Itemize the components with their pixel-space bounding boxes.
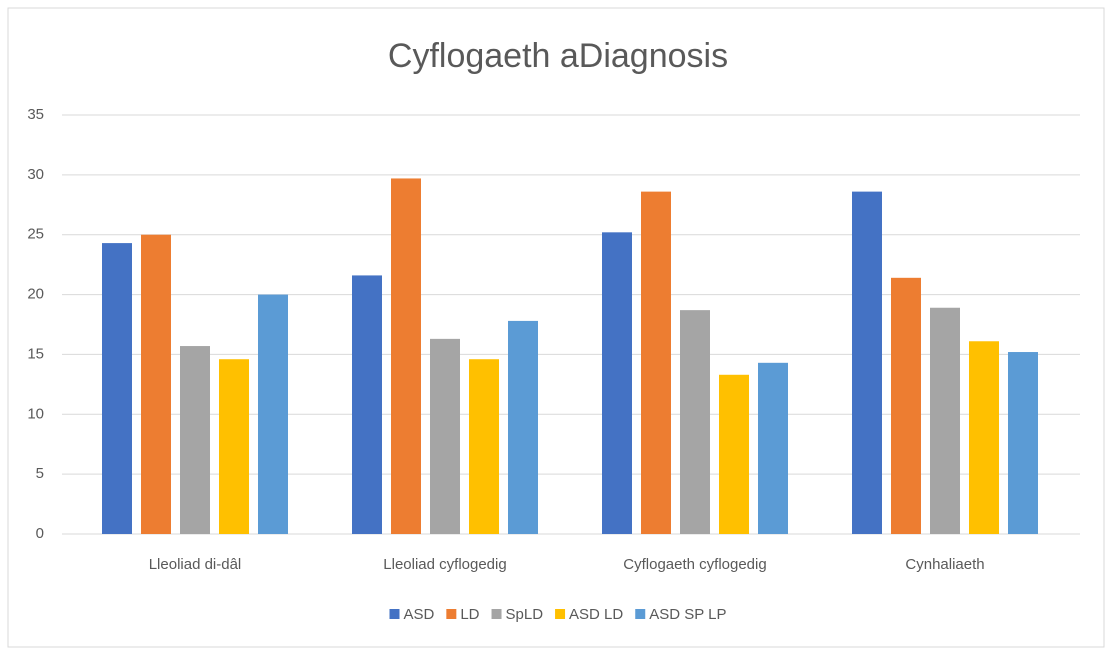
- y-tick-label: 20: [27, 286, 44, 303]
- bar: [758, 362, 788, 534]
- bar: [102, 243, 132, 534]
- legend-label: SpLD: [506, 606, 544, 623]
- bar: [180, 346, 210, 534]
- legend-label: ASD SP LP: [649, 606, 726, 623]
- x-tick-label: Cyflogaeth cyflogedig: [623, 556, 766, 573]
- bar: [969, 341, 999, 534]
- y-tick-label: 10: [27, 405, 44, 422]
- y-tick-label: 30: [27, 166, 44, 183]
- bar: [641, 191, 671, 535]
- bar: [852, 191, 882, 535]
- bar: [1008, 352, 1038, 534]
- bar: [258, 294, 288, 534]
- legend-swatch: [635, 609, 646, 619]
- legend-label: LD: [460, 606, 479, 623]
- chart-title: Cyflogaeth aDiagnosis: [388, 37, 728, 75]
- legend-swatch: [491, 609, 502, 619]
- legend-label: ASD LD: [569, 606, 623, 623]
- legend-swatch: [389, 609, 400, 619]
- bar: [469, 359, 499, 534]
- y-tick-label: 25: [27, 226, 44, 243]
- x-tick-label: Cynhaliaeth: [905, 556, 984, 573]
- bar: [352, 275, 382, 534]
- legend-label: ASD: [403, 606, 434, 623]
- x-tick-label: Lleoliad di-dâl: [149, 556, 242, 573]
- legend-swatch: [555, 609, 566, 619]
- bar: [219, 359, 249, 534]
- y-tick-label: 15: [27, 345, 44, 362]
- y-tick-label: 5: [36, 465, 44, 482]
- legend-swatch: [446, 609, 457, 619]
- bar: [430, 338, 460, 534]
- y-tick-label: 35: [27, 106, 44, 123]
- bar: [680, 310, 710, 534]
- bar: [508, 320, 538, 534]
- bar: [930, 307, 960, 534]
- x-tick-label: Lleoliad cyflogedig: [383, 556, 506, 573]
- bar: [602, 232, 632, 534]
- bar: [141, 234, 171, 534]
- bar: [891, 277, 921, 534]
- bar: [391, 178, 421, 534]
- y-tick-label: 0: [36, 525, 44, 542]
- bar: [719, 374, 749, 534]
